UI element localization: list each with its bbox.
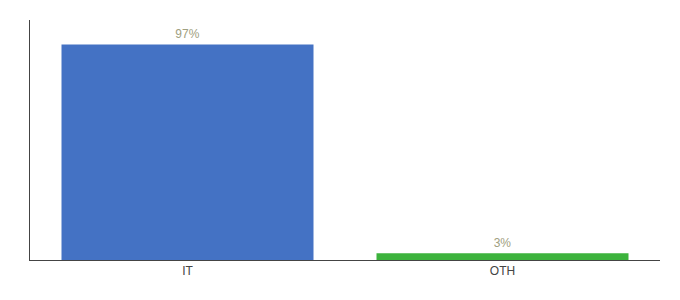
svg-text:OTH: OTH [490, 264, 515, 278]
svg-text:3%: 3% [494, 236, 512, 250]
svg-text:97%: 97% [175, 27, 199, 41]
svg-text:IT: IT [182, 264, 193, 278]
